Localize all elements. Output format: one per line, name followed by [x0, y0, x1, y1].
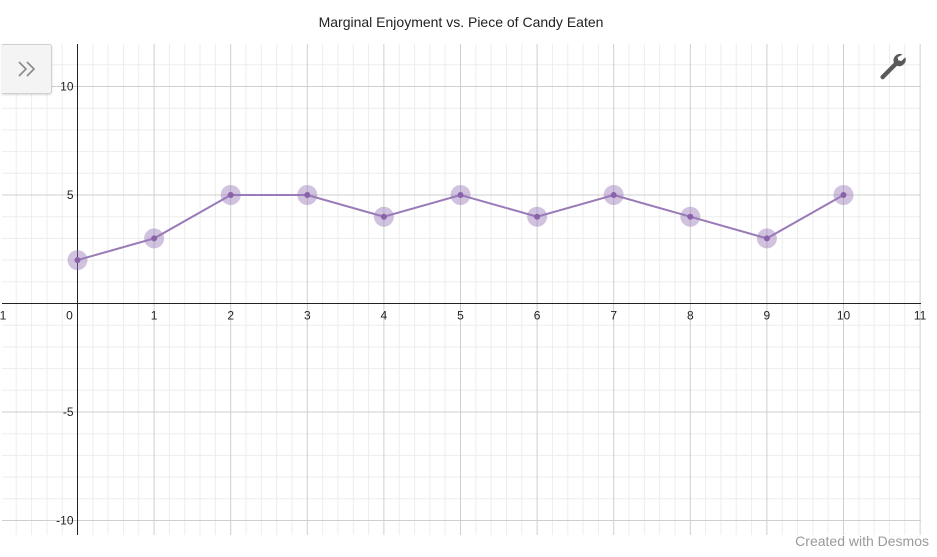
data-point[interactable]: [220, 185, 241, 205]
minor-grid: [2, 44, 921, 535]
data-series: [67, 185, 854, 271]
y-tick-label: 5: [67, 188, 74, 202]
data-point[interactable]: [144, 228, 165, 249]
chart-title: Marginal Enjoyment vs. Piece of Candy Ea…: [318, 14, 604, 30]
data-point[interactable]: [373, 206, 394, 227]
wrench-icon: [880, 54, 906, 80]
data-point-dot: [227, 192, 234, 198]
data-point-dot: [380, 213, 387, 220]
data-point[interactable]: [680, 206, 701, 227]
axes: [2, 44, 921, 535]
data-point[interactable]: [833, 185, 854, 205]
x-tick-label: 4: [381, 309, 388, 323]
x-tick-label: 11: [914, 309, 927, 323]
x-tick-label: 2: [227, 309, 234, 323]
data-point[interactable]: [527, 206, 548, 227]
major-grid: [2, 44, 921, 535]
x-tick-label: -1: [0, 309, 7, 323]
expand-expression-list-button[interactable]: [2, 44, 52, 94]
data-point-dot: [74, 257, 81, 264]
data-point[interactable]: [450, 185, 471, 205]
x-tick-label: 7: [610, 309, 617, 323]
data-point-dot: [610, 192, 617, 198]
x-tick-label: 1: [151, 309, 158, 323]
data-point-dot: [840, 192, 847, 198]
x-tick-label: 6: [534, 309, 541, 323]
data-point-dot: [763, 235, 770, 242]
data-point-dot: [304, 192, 311, 198]
data-point[interactable]: [67, 250, 88, 271]
y-tick-label: -5: [63, 405, 74, 419]
x-tick-label: 8: [687, 309, 694, 323]
double-chevron-right-icon: [17, 61, 35, 77]
data-point[interactable]: [603, 185, 624, 205]
y-tick-label: -10: [56, 514, 74, 528]
data-point[interactable]: [297, 185, 318, 205]
data-point-dot: [534, 213, 541, 220]
data-point-dot: [151, 235, 158, 242]
data-point-dot: [457, 192, 464, 198]
data-point-dot: [687, 213, 694, 220]
x-tick-label: 10: [837, 309, 851, 323]
x-tick-label: 5: [457, 309, 464, 323]
y-tick-label: 10: [60, 80, 74, 94]
desmos-credit[interactable]: Created with Desmos: [795, 533, 929, 549]
x-tick-label: 3: [304, 309, 311, 323]
data-point[interactable]: [756, 228, 777, 249]
x-tick-label: 0: [66, 309, 73, 323]
graph-settings-button[interactable]: [876, 50, 908, 82]
x-tick-label: 9: [764, 309, 771, 323]
